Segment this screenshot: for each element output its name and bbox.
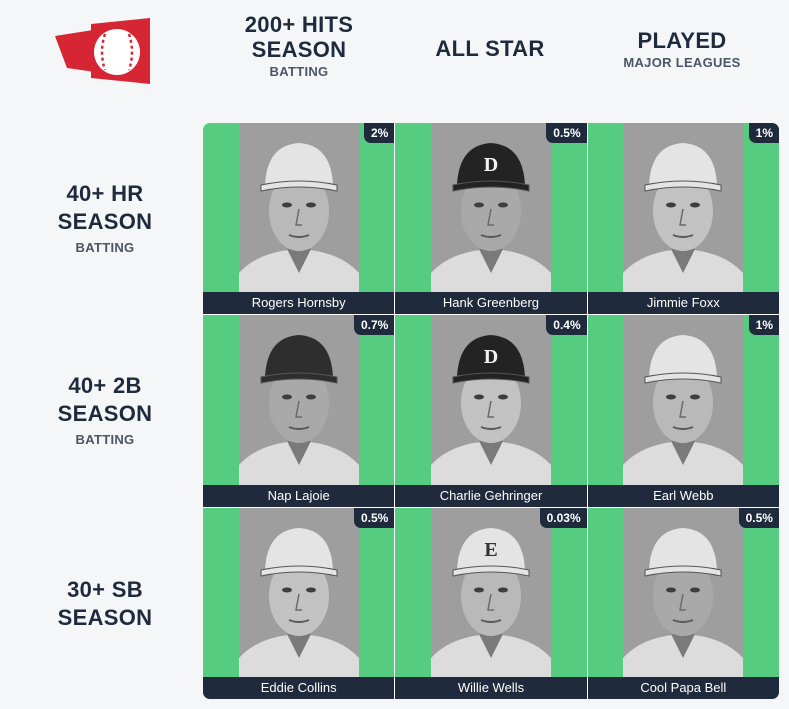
row-title: 30+ SB (67, 577, 143, 602)
player-photo (623, 507, 744, 678)
player-name: Eddie Collins (203, 676, 395, 699)
grid-cell[interactable]: E 0.03% Willie Wells (395, 507, 587, 699)
row-title: SEASON (57, 401, 153, 426)
player-name: Earl Webb (587, 484, 779, 507)
player-photo: E (430, 507, 551, 678)
player-photo (623, 315, 744, 486)
svg-text:E: E (484, 539, 497, 561)
row-title: SEASON (57, 605, 153, 630)
grid-cell[interactable]: D 0.4% Charlie Gehringer (395, 315, 587, 507)
row-subtitle: BATTING (75, 240, 135, 255)
column-header-all-star: ALL STAR (395, 36, 585, 61)
baseball-flag-logo-icon[interactable] (55, 18, 150, 84)
rarity-badge: 1% (748, 315, 779, 336)
row-subtitle: BATTING (75, 432, 135, 447)
player-name: Nap Lajoie (203, 484, 395, 507)
column-subtitle: MAJOR LEAGUES (623, 55, 741, 70)
svg-text:D: D (484, 154, 498, 176)
player-name: Cool Papa Bell (587, 676, 779, 699)
grid-cell[interactable]: 2% Rogers Hornsby (203, 123, 395, 315)
column-title: 200+ HITS (244, 12, 354, 37)
row-header-2b: 40+ 2B SEASON BATTING (10, 372, 200, 447)
rarity-badge: 0.4% (546, 315, 587, 336)
rarity-badge: 0.7% (353, 315, 395, 336)
grid-cell[interactable]: 0.5% Cool Papa Bell (587, 507, 779, 699)
rarity-badge: 1% (748, 123, 779, 143)
column-title: ALL STAR (435, 36, 545, 61)
row-header-sb: 30+ SB SEASON (10, 576, 200, 632)
grid-cell[interactable]: 0.5% Eddie Collins (203, 507, 395, 699)
player-name: Jimmie Foxx (587, 292, 779, 315)
rarity-badge: 0.5% (738, 507, 779, 528)
grid-cell[interactable]: 0.7% Nap Lajoie (203, 315, 395, 507)
player-photo (623, 123, 744, 293)
svg-text:D: D (484, 346, 498, 368)
player-photo (238, 315, 359, 486)
column-title: SEASON (251, 37, 347, 62)
column-header-hits: 200+ HITS SEASON BATTING (204, 12, 394, 79)
player-photo: D (430, 315, 551, 486)
player-photo (238, 123, 359, 293)
row-title: 40+ HR (66, 181, 144, 206)
player-name: Willie Wells (395, 676, 587, 699)
rarity-badge: 0.03% (539, 507, 587, 528)
immaculate-grid: 2% Rogers Hornsby D 0.5% Hank Greenberg 1% Jim… (203, 123, 779, 699)
player-name: Hank Greenberg (395, 292, 587, 315)
row-title: SEASON (57, 209, 153, 234)
grid-cell[interactable]: 1% Jimmie Foxx (587, 123, 779, 315)
player-name: Rogers Hornsby (203, 292, 395, 315)
rarity-badge: 0.5% (353, 507, 395, 528)
player-name: Charlie Gehringer (395, 484, 587, 507)
column-header-played: PLAYED MAJOR LEAGUES (587, 28, 777, 70)
rarity-badge: 0.5% (546, 123, 587, 143)
player-photo (238, 507, 359, 678)
row-title: 40+ 2B (68, 373, 142, 398)
grid-cell[interactable]: 1% Earl Webb (587, 315, 779, 507)
rarity-badge: 2% (363, 123, 395, 143)
player-photo: D (430, 123, 551, 293)
row-header-hr: 40+ HR SEASON BATTING (10, 180, 200, 255)
column-subtitle: BATTING (269, 64, 329, 79)
grid-cell[interactable]: D 0.5% Hank Greenberg (395, 123, 587, 315)
column-title: PLAYED (637, 28, 727, 53)
